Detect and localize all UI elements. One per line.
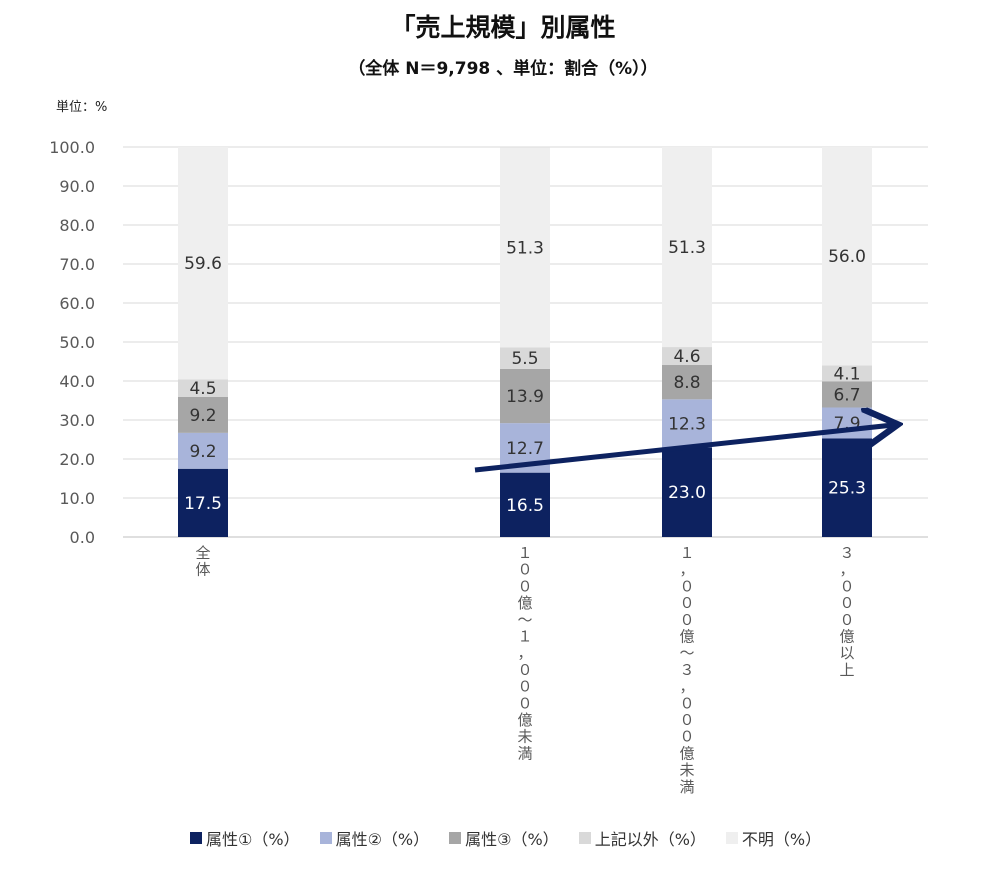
legend-label: 属性③（%）: [465, 830, 559, 849]
legend-item: 不明（%）: [725, 826, 822, 850]
y-tick-label: 30.0: [59, 411, 95, 430]
bars: [178, 147, 872, 537]
legend-item: 属性②（%）: [319, 826, 430, 850]
y-tick-label: 100.0: [49, 138, 95, 157]
x-axis: 全体 １００億〜１，０００億未満 １，０００億〜３，０００億未満 ３，０００億以上: [195, 544, 854, 796]
data-label: 5.5: [511, 349, 538, 369]
y-tick-label: 60.0: [59, 294, 95, 313]
bar-segment: [662, 447, 712, 537]
x-tick-label: １００億〜１，０００億未満: [517, 544, 532, 762]
y-tick-label: 90.0: [59, 177, 95, 196]
y-tick-label: 20.0: [59, 450, 95, 469]
data-label: 51.3: [668, 238, 706, 258]
data-label: 16.5: [506, 496, 544, 516]
data-label: 23.0: [668, 483, 706, 503]
stacked-bar-chart: 0.0 10.0 20.0 30.0 40.0 50.0 60.0 70.0 80.0 90.0 1…: [49, 138, 928, 796]
bar-segment: [500, 147, 550, 348]
data-label: 6.7: [833, 385, 860, 405]
data-label: 17.5: [184, 494, 222, 514]
bar-segment: [178, 468, 228, 537]
data-labels: 17.5 9.2 9.2 4.5 59.6 16.5 12.7 13.9 5.5 51.3 23.0…: [184, 238, 866, 516]
data-label: 4.1: [833, 364, 860, 384]
legend-swatch: [319, 832, 332, 844]
data-label: 25.3: [828, 479, 866, 499]
y-axis: 0.0 10.0 20.0 30.0 40.0 50.0 60.0 70.0 80.0 90.0 1…: [49, 138, 95, 547]
bar-segment: [662, 365, 712, 400]
bar-segment: [500, 368, 550, 424]
trend-annotation: [474, 425, 893, 473]
x-tick-label: 全体: [195, 544, 210, 579]
bar-segment: [822, 438, 872, 537]
data-label: 12.3: [668, 414, 706, 434]
y-tick-label: 70.0: [59, 255, 95, 274]
y-tick-label: 50.0: [59, 333, 95, 352]
bar-segment: [178, 379, 228, 397]
legend-swatch: [190, 832, 202, 844]
bar-segment: [178, 396, 228, 433]
bar-segment: [662, 347, 712, 366]
chart-title: 「売上規模」別属性: [390, 13, 616, 42]
bar-segment: [500, 472, 550, 537]
y-tick-label: 0.0: [70, 528, 95, 547]
bar-segment: [662, 147, 712, 348]
data-label: 12.7: [506, 439, 544, 459]
legend-item: 属性③（%）: [449, 826, 559, 850]
legend-label: 上記以外（%）: [594, 830, 706, 849]
x-tick-label: ３，０００億以上: [839, 544, 854, 679]
legend-swatch: [578, 832, 591, 844]
data-label: 4.5: [189, 379, 216, 399]
legend-swatch: [725, 832, 738, 844]
unit-label: 単位：%: [56, 100, 108, 115]
x-tick-label: １，０００億〜３，０００億未満: [679, 544, 694, 796]
bar-segment: [178, 432, 228, 469]
legend-item: 属性①（%）: [190, 826, 300, 850]
bar-segment: [178, 147, 228, 380]
data-label: 13.9: [506, 387, 544, 407]
bar-segment: [822, 147, 872, 366]
bar-segment: [662, 399, 712, 448]
data-label: 56.0: [828, 247, 866, 267]
legend-label: 属性②（%）: [335, 830, 430, 849]
data-label: 51.3: [506, 238, 544, 258]
y-tick-label: 80.0: [59, 216, 95, 235]
legend: 属性①（%） 属性②（%） 属性③（%） 上記以外（%） 不明（%）: [190, 826, 821, 850]
data-label: 59.6: [184, 254, 222, 274]
data-label: 4.6: [673, 347, 700, 367]
bar-segment: [822, 365, 872, 382]
y-tick-label: 10.0: [59, 489, 95, 508]
trend-arrow: [474, 425, 893, 473]
y-tick-label: 40.0: [59, 372, 95, 391]
legend-swatch: [449, 832, 462, 844]
data-label: 8.8: [673, 373, 700, 393]
legend-label: 属性①（%）: [206, 830, 300, 849]
legend-label: 不明（%）: [741, 830, 822, 849]
legend-item: 上記以外（%）: [578, 826, 706, 850]
bar-segment: [500, 347, 550, 369]
data-label: 9.2: [189, 406, 216, 426]
chart-subtitle: （全体 N＝9,798 、単位：割合（%））: [348, 59, 658, 79]
data-label: 9.2: [189, 442, 216, 462]
bar-segment: [822, 381, 872, 408]
